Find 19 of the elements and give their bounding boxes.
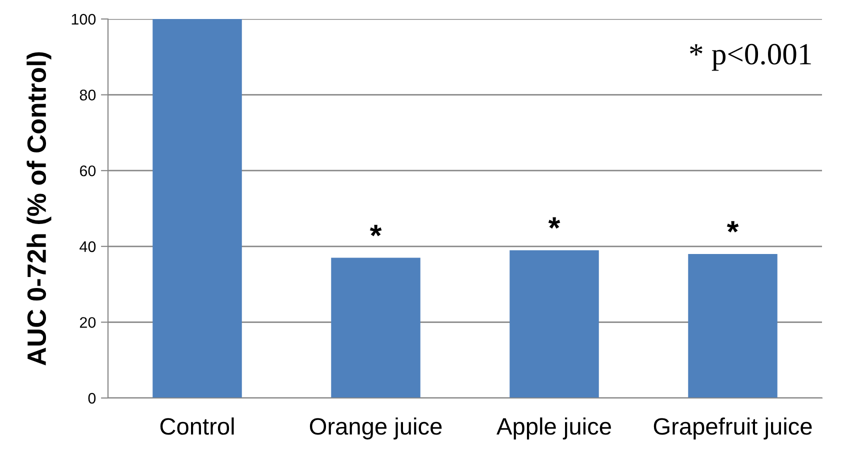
- annotation: *: [370, 224, 382, 236]
- x-tick-label: Grapefruit juice: [654, 417, 812, 440]
- annotation: *: [548, 217, 560, 229]
- y-tick-label: 80: [80, 90, 96, 100]
- bar: [152, 19, 242, 398]
- annotation: *: [726, 221, 739, 232]
- x-tick-label: Apple juice: [496, 417, 611, 440]
- y-tick-label: 100: [72, 14, 96, 25]
- annotation: * p<0.001: [690, 44, 811, 71]
- bar: [510, 250, 599, 398]
- y-tick-label: 0: [88, 392, 96, 404]
- bar: [688, 254, 778, 398]
- y-axis-title: AUC 0-72h (% of Control): [26, 52, 52, 366]
- x-tick-label: Orange juice: [310, 417, 442, 440]
- bar: [331, 258, 420, 398]
- y-tick-label: 20: [80, 317, 96, 328]
- y-tick-label: 40: [80, 241, 96, 252]
- y-tick-label: 60: [80, 165, 96, 176]
- x-tick-label: Control: [160, 417, 234, 435]
